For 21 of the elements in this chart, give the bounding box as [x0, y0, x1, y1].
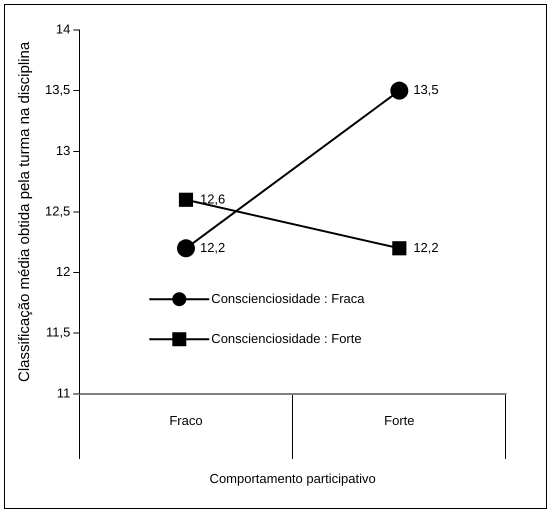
y-tick-label: 13,5	[44, 82, 70, 98]
point	[390, 82, 408, 100]
data-label: 12,6	[200, 191, 226, 206]
data-label: 12,2	[200, 240, 226, 255]
y-tick-label: 12,5	[44, 203, 70, 218]
point	[176, 239, 195, 258]
data-label: 12,2	[413, 240, 439, 255]
legend-label: Conscienciosidade : Fraca	[211, 290, 366, 306]
x-tick-label: Fraco	[169, 413, 203, 428]
y-tick-label: 13	[56, 142, 70, 158]
y-tick-label: 12	[56, 264, 70, 280]
legend-label: Conscienciosidade : Forte	[211, 330, 362, 346]
x-tick-label: Forte	[384, 413, 414, 428]
y-axis-title: Classificação média obtida pela turma na disciplina	[16, 41, 34, 382]
point	[178, 192, 194, 207]
y-tick-label: 11	[56, 385, 70, 400]
x-axis-title: Comportamento participativo	[210, 470, 376, 486]
data-label: 13,5	[413, 82, 439, 98]
y-tick-label: 11,5	[46, 324, 70, 340]
y-tick-label: 14	[56, 22, 70, 37]
point	[392, 241, 406, 256]
